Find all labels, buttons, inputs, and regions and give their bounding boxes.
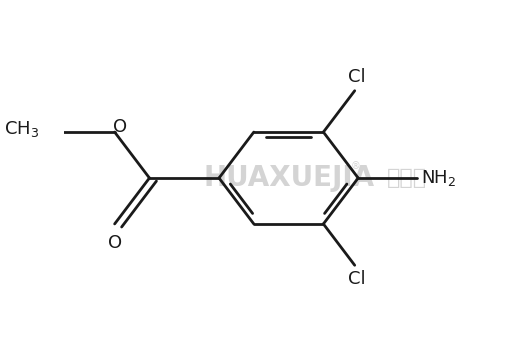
Text: ®: ® [350, 161, 360, 171]
Text: O: O [113, 118, 127, 136]
Text: Cl: Cl [348, 68, 366, 85]
Text: CH$_3$: CH$_3$ [5, 119, 40, 139]
Text: 化学加: 化学加 [387, 168, 427, 188]
Text: HUAXUEJIA: HUAXUEJIA [203, 164, 374, 192]
Text: NH$_2$: NH$_2$ [421, 168, 456, 188]
Text: Cl: Cl [348, 271, 366, 288]
Text: O: O [108, 234, 122, 251]
